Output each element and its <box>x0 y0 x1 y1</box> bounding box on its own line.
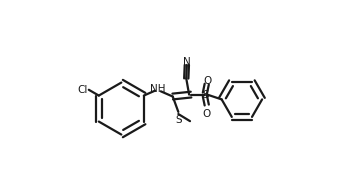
Text: NH: NH <box>150 84 165 94</box>
Text: O: O <box>203 76 212 86</box>
Text: O: O <box>203 109 211 119</box>
Text: S: S <box>175 115 182 125</box>
Text: N: N <box>183 56 191 67</box>
Text: S: S <box>202 90 209 100</box>
Text: Cl: Cl <box>78 85 88 95</box>
